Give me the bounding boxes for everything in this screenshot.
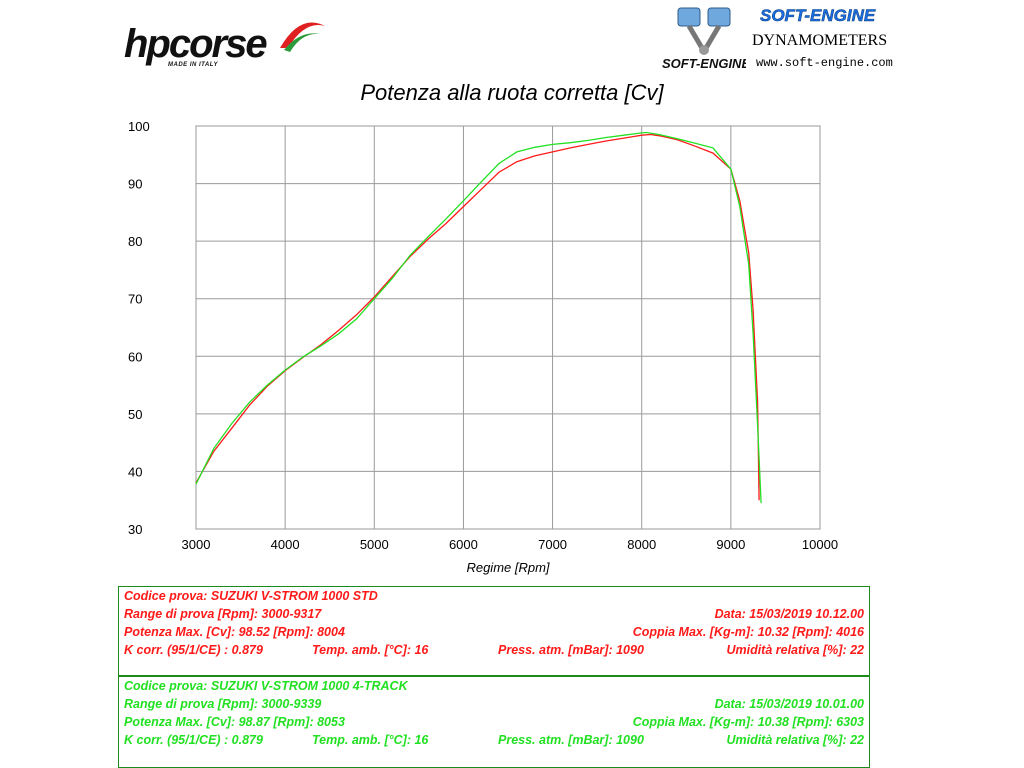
series-line-std [195, 133, 760, 501]
y-tick-label: 40 [128, 464, 142, 479]
atm-pressure-label: Press. atm. [mBar]: 1090 [498, 733, 644, 747]
x-axis-label: Regime [Rpm] [466, 560, 549, 575]
x-tick-label: 5000 [360, 537, 389, 552]
y-tick-label: 60 [128, 349, 142, 364]
x-tick-label: 10000 [802, 537, 838, 552]
ambient-temp-label: Temp. amb. [°C]: 16 [312, 733, 429, 747]
y-tick-label: 100 [128, 119, 150, 134]
y-tick-label: 80 [128, 234, 142, 249]
test-date-label: Data: 15/03/2019 10.01.00 [714, 697, 864, 711]
test-code-label: Codice prova: SUZUKI V-STROM 1000 4-TRAC… [124, 679, 408, 693]
y-tick-label: 30 [128, 522, 142, 537]
chart-title: Potenza alla ruota corretta [Cv] [360, 80, 664, 105]
x-tick-label: 3000 [182, 537, 211, 552]
humidity-label: Umidità relativa [%]: 22 [726, 733, 864, 747]
soft-engine-url: www.soft-engine.com [756, 56, 893, 70]
test-range-label: Range di prova [Rpm]: 3000-9339 [124, 697, 322, 711]
max-power-label: Potenza Max. [Cv]: 98.87 [Rpm]: 8053 [124, 715, 345, 729]
pistons-icon: SOFT-ENGINE [662, 7, 746, 71]
dynamometers-label: DYNAMOMETERS [752, 32, 888, 49]
atm-pressure-label: Press. atm. [mBar]: 1090 [498, 643, 644, 657]
series-line-4track [195, 131, 762, 504]
power-chart: 3000 4000 5000 6000 7000 8000 9000 10000 30 40 50 6… [128, 119, 838, 575]
y-tick-label: 70 [128, 292, 142, 307]
x-tick-label: 6000 [449, 537, 478, 552]
k-corr-label: K corr. (95/1/CE) : 0.879 [124, 643, 263, 657]
hpcorse-wordmark: hpcorse [124, 22, 268, 66]
y-tick-label: 90 [128, 177, 142, 192]
x-tick-label: 7000 [538, 537, 567, 552]
soft-engine-logo-text: SOFT-ENGINE [662, 56, 746, 71]
x-tick-label: 8000 [627, 537, 656, 552]
test-code-label: Codice prova: SUZUKI V-STROM 1000 STD [124, 589, 378, 603]
hpcorse-tagline: MADE IN ITALY [168, 62, 218, 68]
test-date-label: Data: 15/03/2019 10.12.00 [714, 607, 864, 621]
test-info-box-std: Codice prova: SUZUKI V-STROM 1000 STD Ra… [118, 586, 870, 676]
soft-engine-logo: SOFT-ENGINE SOFT-ENGINE DYNAMOMETERS www… [660, 4, 920, 76]
hpcorse-logo: hpcorse MADE IN ITALY [120, 8, 330, 78]
k-corr-label: K corr. (95/1/CE) : 0.879 [124, 733, 263, 747]
ambient-temp-label: Temp. amb. [°C]: 16 [312, 643, 429, 657]
soft-engine-title: SOFT-ENGINE [760, 6, 876, 26]
max-torque-label: Coppia Max. [Kg-m]: 10.32 [Rpm]: 4016 [632, 625, 864, 639]
humidity-label: Umidità relativa [%]: 22 [726, 643, 864, 657]
test-range-label: Range di prova [Rpm]: 3000-9317 [124, 607, 322, 621]
max-torque-label: Coppia Max. [Kg-m]: 10.38 [Rpm]: 6303 [632, 715, 864, 729]
hpcorse-swoosh-icon [280, 22, 325, 52]
test-info-box-4track: Codice prova: SUZUKI V-STROM 1000 4-TRAC… [118, 676, 870, 768]
x-tick-label: 4000 [271, 537, 300, 552]
max-power-label: Potenza Max. [Cv]: 98.52 [Rpm]: 8004 [124, 625, 345, 639]
x-tick-label: 9000 [716, 537, 745, 552]
plot-frame [195, 125, 821, 530]
y-tick-label: 50 [128, 407, 142, 422]
